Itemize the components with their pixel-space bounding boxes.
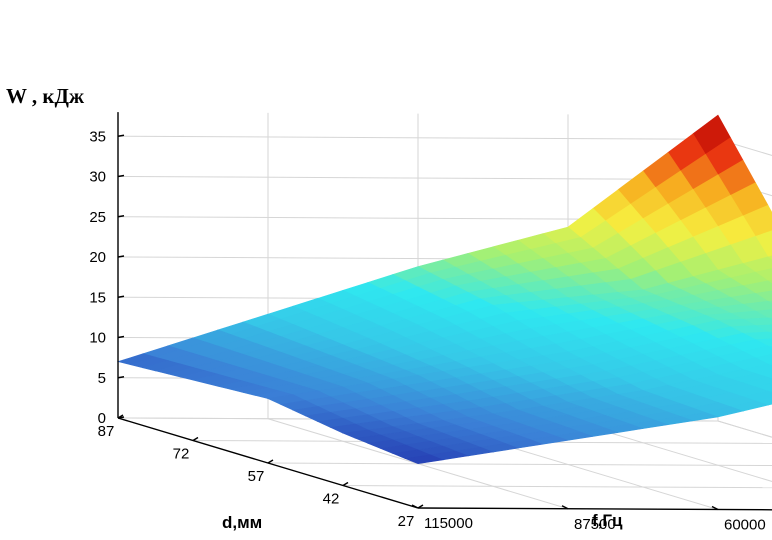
d-tick-mark <box>117 414 124 419</box>
z-tick-labels: 0 5 10 15 20 25 30 35 <box>89 128 125 427</box>
z-tick-mark <box>117 215 125 218</box>
f-tick-mark <box>561 505 569 510</box>
z-tick-label: 30 <box>89 169 106 186</box>
z-tick-label: 0 <box>98 410 106 427</box>
d-tick-mark <box>417 504 424 509</box>
f-tick-label: 87500 <box>574 516 616 533</box>
z-tick-label: 25 <box>89 209 106 226</box>
f-tick-label: 60000 <box>724 517 766 534</box>
z-tick-mark <box>117 376 125 379</box>
z-tick-label: 5 <box>98 370 106 387</box>
f-axis-label: f,Гц <box>592 511 623 530</box>
d-tick-label: 42 <box>323 491 340 508</box>
f-tick-labels: 1150008750060000325005000 <box>411 504 766 534</box>
d-tick-label: 27 <box>398 513 415 530</box>
z-tick-label: 15 <box>89 289 106 306</box>
d-tick-label: 87 <box>98 423 115 440</box>
d-axis-label: d,мм <box>222 513 262 532</box>
grid-line <box>342 485 772 489</box>
z-tick-mark <box>117 335 125 339</box>
d-tick-label: 72 <box>173 446 190 463</box>
grid-line <box>267 462 772 467</box>
grid-line <box>717 420 772 438</box>
d-tick-mark <box>267 459 274 464</box>
z-tick-mark <box>117 134 125 137</box>
d-tick-label: 57 <box>248 468 265 485</box>
z-tick-mark <box>117 255 125 258</box>
z-tick-mark <box>117 295 125 298</box>
z-axis-label: W , кДж <box>6 84 85 108</box>
d-tick-mark <box>192 436 199 442</box>
f-tick-mark <box>711 505 719 511</box>
d-tick-mark <box>342 481 349 487</box>
f-tick-label: 115000 <box>424 515 473 532</box>
z-tick-label: 10 <box>89 330 106 347</box>
f-tick-mark <box>411 504 419 509</box>
z-tick-mark <box>117 174 125 178</box>
surface-patch <box>404 454 445 465</box>
surface <box>116 114 772 465</box>
z-tick-label: 20 <box>89 249 106 266</box>
grid-line <box>567 419 772 482</box>
z-tick-label: 35 <box>89 128 106 145</box>
d-tick-labels: 87 72 57 42 27 <box>98 414 424 530</box>
